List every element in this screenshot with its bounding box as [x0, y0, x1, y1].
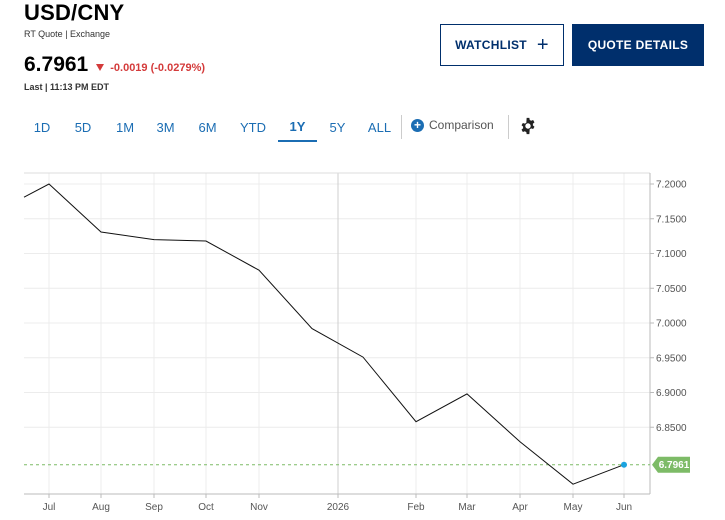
last-updated: Last | 11:13 PM EDT	[24, 82, 110, 92]
range-tab-1m[interactable]: 1M	[115, 119, 135, 135]
watchlist-button[interactable]: WATCHLIST +	[440, 24, 564, 66]
range-tab-1y[interactable]: 1Y	[278, 112, 317, 142]
series-line	[23, 183, 625, 485]
x-tick-label: Aug	[92, 502, 110, 513]
y-tick-label: 6.9500	[656, 353, 687, 364]
comparison-label: Comparison	[429, 118, 494, 132]
change-value: -0.0019 (-0.0279%)	[110, 61, 206, 74]
x-tick-label: Jul	[43, 502, 56, 513]
y-tick-label: 7.2000	[656, 180, 687, 191]
quote-source: RT Quote | Exchange	[24, 29, 111, 39]
x-tick-label: Mar	[458, 502, 476, 513]
range-tab-5d[interactable]: 5D	[74, 119, 92, 135]
range-tab-ytd[interactable]: YTD	[240, 119, 266, 135]
range-tab-5y[interactable]: 5Y	[329, 119, 346, 135]
y-tick-label: 7.1500	[656, 214, 687, 225]
toolbar-divider	[508, 115, 509, 139]
range-tab-6m[interactable]: 6M	[198, 119, 217, 135]
y-tick-label: 7.1000	[656, 249, 687, 260]
comparison-button[interactable]: + Comparison	[411, 118, 494, 132]
y-tick-label: 7.0500	[656, 284, 687, 295]
time-range-tabs: 1D 5D 1M 3M 6M YTD 1Y 5Y ALL	[24, 112, 401, 142]
last-price-badge	[652, 456, 690, 473]
range-tab-3m[interactable]: 3M	[156, 119, 175, 135]
x-tick-label: Oct	[198, 502, 214, 513]
y-tick-label: 6.8500	[656, 423, 687, 434]
x-tick-label: Nov	[250, 502, 268, 513]
x-tick-label: May	[564, 502, 583, 513]
down-triangle-icon	[96, 64, 105, 71]
quote-details-button[interactable]: QUOTE DETAILS	[572, 24, 704, 66]
plus-icon: +	[536, 34, 549, 56]
y-tick-label: 7.0000	[656, 319, 687, 330]
last-point-marker	[621, 461, 627, 468]
x-tick-label: Apr	[512, 502, 528, 513]
price-change: -0.0019 (-0.0279%)	[96, 62, 205, 74]
last-price-badge-label: 6.7961	[659, 460, 690, 471]
gear-icon[interactable]	[519, 117, 537, 135]
x-tick-label: 2026	[327, 502, 350, 513]
x-tick-label: Feb	[407, 502, 425, 513]
range-tab-all[interactable]: ALL	[367, 119, 392, 135]
quote-details-label: QUOTE DETAILS	[587, 38, 689, 52]
x-tick-label: Jun	[616, 502, 632, 513]
y-tick-label: 6.9000	[656, 388, 687, 399]
range-tab-1d[interactable]: 1D	[33, 119, 51, 135]
last-price: 6.7961	[24, 53, 89, 76]
plus-circle-icon: +	[411, 118, 424, 132]
page-title: USD/CNY	[24, 0, 125, 25]
toolbar-divider	[401, 115, 402, 139]
x-tick-label: Sep	[145, 502, 163, 513]
watchlist-label: WATCHLIST	[455, 38, 527, 52]
price-row: 6.7961 -0.0019 (-0.0279%)	[24, 53, 205, 77]
